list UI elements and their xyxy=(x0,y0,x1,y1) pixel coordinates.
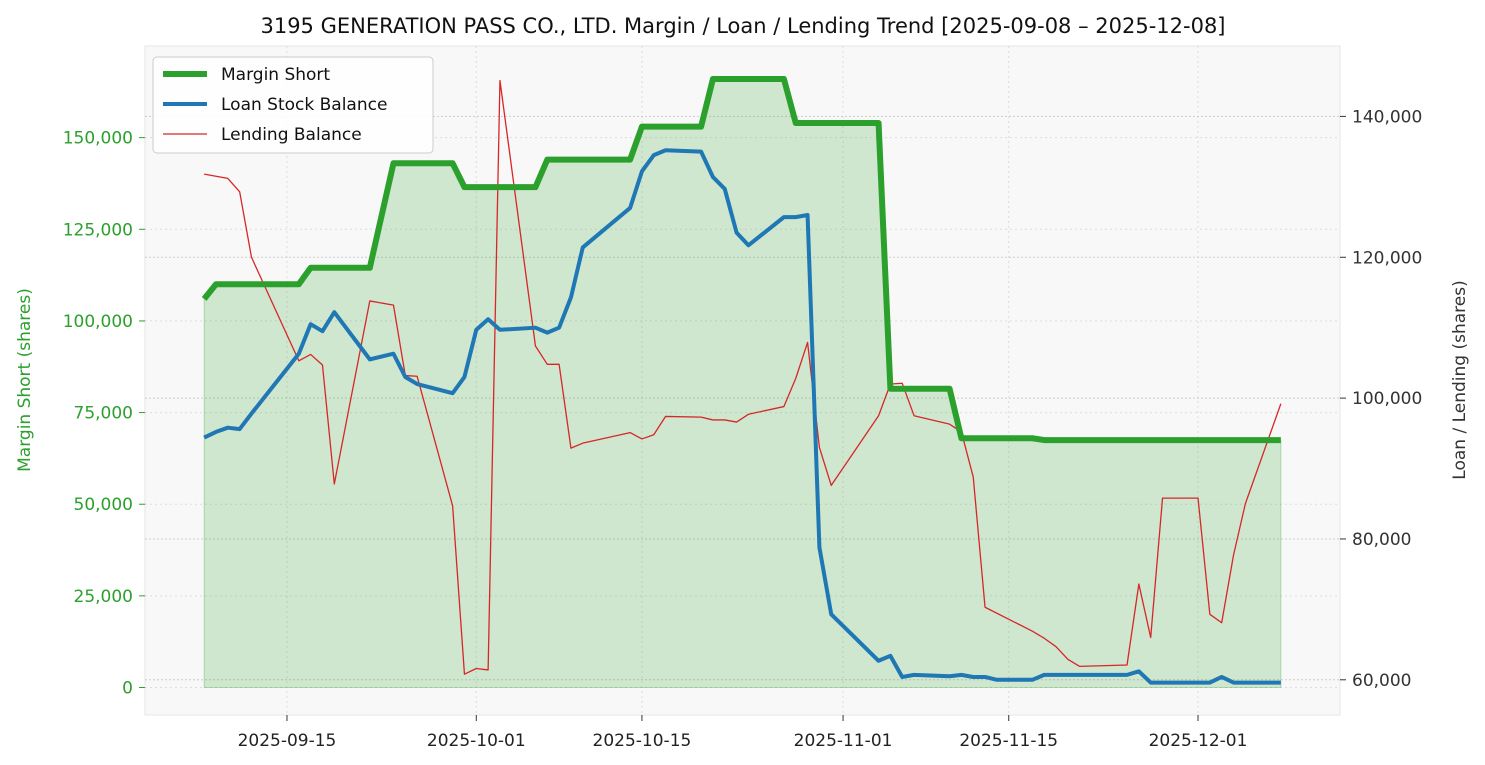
x-tick-label: 2025-10-15 xyxy=(593,731,692,751)
x-axis: 2025-09-15 2025-10-01 2025-10-15 2025-11-01… xyxy=(238,715,1248,751)
right-y-tick-label: 100,000 xyxy=(1352,389,1422,409)
lending-balance-line xyxy=(204,79,1282,675)
legend-loan-stock-label: Loan Stock Balance xyxy=(221,95,387,115)
margin-short-line xyxy=(201,75,1281,444)
left-y-tick-label: 0 xyxy=(122,679,133,699)
left-y-tick-label: 25,000 xyxy=(74,587,133,607)
legend-margin-short-label: Margin Short xyxy=(221,65,330,85)
left-y-tick-label: 150,000 xyxy=(63,129,133,149)
x-tick-label: 2025-09-15 xyxy=(238,731,337,751)
legend-lending-label: Lending Balance xyxy=(221,125,362,145)
left-y-tick-label: 50,000 xyxy=(74,495,133,515)
right-axis-label: Loan / Lending (shares) xyxy=(1450,280,1470,479)
right-y-tick-label: 120,000 xyxy=(1352,248,1422,268)
left-axis-label: Margin Short (shares) xyxy=(15,288,35,472)
x-tick-label: 2025-11-15 xyxy=(959,731,1058,751)
x-tick-label: 2025-10-01 xyxy=(427,731,526,751)
chart-title: 3195 GENERATION PASS CO., LTD. Margin / … xyxy=(260,14,1225,38)
right-y-tick-label: 140,000 xyxy=(1352,107,1422,127)
right-y-axis: 60,000 80,000 100,000 120,000 140,000 xyxy=(1340,107,1422,691)
legend: Margin Short Loan Stock Balance Lending … xyxy=(152,56,434,154)
loan-stock-balance-line xyxy=(203,148,1281,685)
right-y-tick-label: 60,000 xyxy=(1352,671,1411,691)
left-y-axis: 0 25,000 50,000 75,000 100,000 125,000 150,000 xyxy=(63,129,145,699)
series-lines xyxy=(201,75,1282,685)
x-tick-label: 2025-12-01 xyxy=(1149,731,1248,751)
x-tick-label: 2025-11-01 xyxy=(794,731,893,751)
left-y-tick-label: 100,000 xyxy=(63,312,133,332)
right-y-tick-label: 80,000 xyxy=(1352,530,1411,550)
legend-box xyxy=(152,56,434,154)
left-y-tick-label: 125,000 xyxy=(63,220,133,240)
plot-area xyxy=(144,45,1341,716)
left-y-tick-label: 75,000 xyxy=(74,404,133,424)
